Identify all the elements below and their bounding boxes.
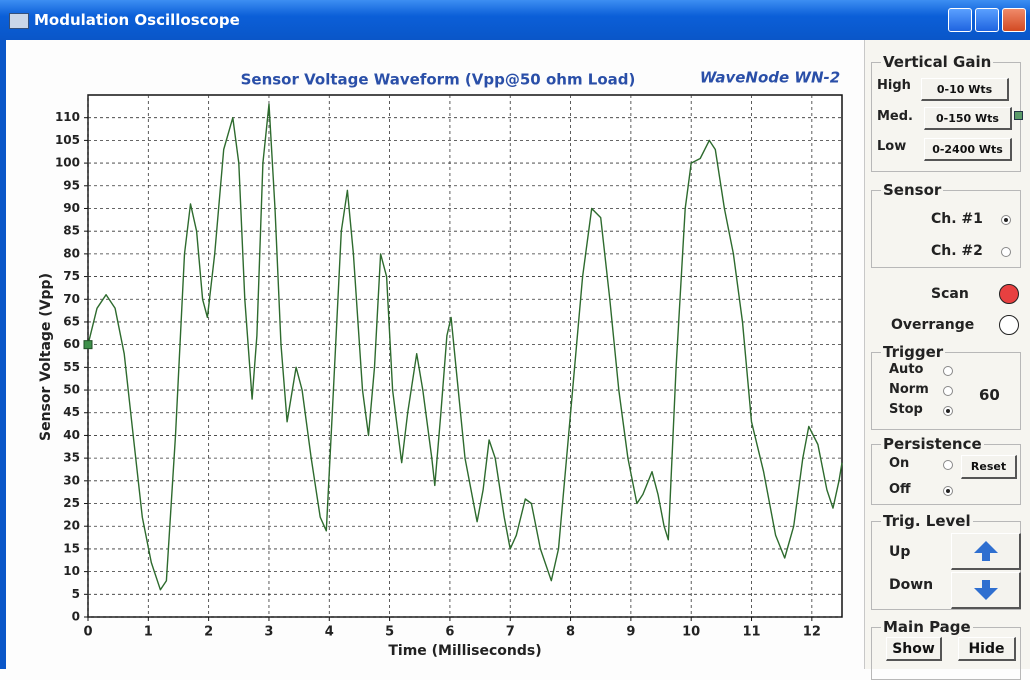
y-tick-label: 80 [63,246,80,260]
y-tick-label: 25 [63,496,80,510]
y-tick-label: 90 [63,201,80,215]
sensor-label: Ch. #2 [931,243,983,259]
group-title: Main Page [881,618,973,636]
y-tick-label: 55 [63,360,80,374]
x-axis-label: Time (Milliseconds) [388,643,541,659]
gain-label: High [877,78,911,93]
chart: Sensor Voltage Waveform (Vpp@50 ohm Load… [38,69,843,659]
group-title: Sensor [881,181,944,199]
plot-area [87,94,843,618]
down-arrow [973,580,998,600]
gain-button[interactable]: 0-2400 Wts [924,138,1012,161]
x-tick-label: 0 [83,625,92,640]
persistence-radio[interactable] [943,486,953,496]
x-tick-label: 4 [325,625,334,640]
window-frame [0,40,6,669]
y-tick-label: 110 [55,110,80,124]
x-tick-label: 5 [385,625,394,640]
sensor-label: Ch. #1 [931,211,983,227]
y-tick-label: 40 [63,428,80,442]
overrange-indicator [999,315,1019,335]
trigger-radio[interactable] [943,386,953,396]
window-title: Modulation Oscilloscope [34,11,240,29]
x-tick-label: 1 [144,625,153,640]
group-title: Persistence [881,435,984,453]
y-tick-label: 30 [63,473,80,487]
up-button[interactable] [951,533,1021,570]
y-tick-label: 0 [72,610,80,624]
group-box [871,190,1021,268]
show-button[interactable]: Show [886,637,942,661]
y-tick-label: 105 [55,133,80,147]
y-tick-label: 10 [63,564,80,578]
title-bar: Modulation Oscilloscope [0,0,1030,40]
maximize-button[interactable] [975,8,999,32]
group-title: Trigger [881,343,946,361]
y-tick-label: 15 [63,541,80,555]
y-tick-label: 85 [63,224,80,238]
y-tick-label: 95 [63,178,80,192]
group-box [871,352,1021,430]
trigger-level-value: 60 [979,386,1000,404]
scan-indicator [999,284,1019,304]
y-tick-label: 20 [63,519,80,533]
x-tick-label: 3 [264,625,273,640]
chart-title: Sensor Voltage Waveform (Vpp@50 ohm Load… [241,71,636,89]
x-tick-label: 12 [803,625,821,640]
y-tick-label: 75 [63,269,80,283]
x-tick-label: 8 [566,625,575,640]
reset-button[interactable]: Reset [961,455,1017,479]
group-title: Vertical Gain [881,53,994,71]
trigger-label: Auto [889,362,924,377]
x-tick-label: 2 [204,625,213,640]
trigger-radio[interactable] [943,406,953,416]
y-tick-label: 50 [63,383,80,397]
x-tick-label: 10 [682,625,700,640]
gain-indicator [1014,111,1023,120]
trigger-radio[interactable] [943,366,953,376]
control-panel: Vertical Gain High 0-10 Wts Med. 0-150 Wts Lo… [864,40,1030,680]
app-icon [9,13,29,29]
y-tick-label: 65 [63,314,80,328]
gain-label: Med. [877,109,913,124]
persistence-label: On [889,456,910,471]
y-tick-label: 70 [63,292,80,306]
sensor-radio[interactable] [1001,215,1011,225]
y-tick-label: 60 [63,337,80,351]
up-arrow [973,541,998,561]
group-title: Trig. Level [881,512,973,530]
persistence-label: Off [889,482,911,497]
y-axis-label: Sensor Voltage (Vpp) [38,273,54,441]
x-tick-label: 9 [626,625,635,640]
persistence-radio[interactable] [943,460,953,470]
gain-label: Low [877,139,907,154]
scan-label: Scan [931,286,969,302]
waveform [87,103,843,591]
down-button[interactable] [951,572,1021,609]
sensor-radio[interactable] [1001,247,1011,257]
y-tick-label: 5 [72,587,80,601]
overrange-label: Overrange [891,317,975,333]
x-tick-label: 11 [742,625,760,640]
x-tick-label: 6 [445,625,454,640]
hide-button[interactable]: Hide [958,637,1016,661]
trigger-label: Stop [889,402,923,417]
y-tick-label: 100 [55,156,80,170]
y-tick-label: 45 [63,405,80,419]
up-label: Up [889,544,911,560]
down-label: Down [889,577,934,593]
trigger-label: Norm [889,382,929,397]
close-button[interactable] [1002,8,1026,32]
trigger-marker [83,340,93,350]
y-tick-label: 35 [63,451,80,465]
minimize-button[interactable] [948,8,972,32]
x-tick-label: 7 [506,625,515,640]
gain-button[interactable]: 0-150 Wts [924,107,1012,130]
gain-button[interactable]: 0-10 Wts [921,78,1009,101]
brand-label: WaveNode WN-2 [700,69,840,87]
